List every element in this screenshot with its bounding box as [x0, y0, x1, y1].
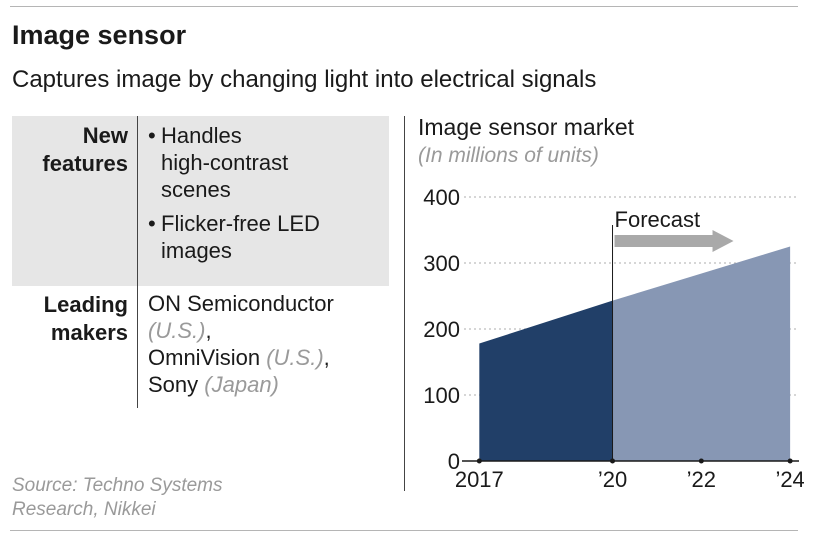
new-features-list: Handles high-contrast scenes Flicker-fre…: [148, 122, 393, 264]
page-subtitle: Captures image by changing light into el…: [12, 66, 597, 93]
table-divider: [137, 116, 138, 408]
forecast-label: Forecast: [615, 207, 701, 232]
forecast-area: [612, 246, 791, 461]
x-tick-label: 2017: [455, 467, 504, 492]
maker-entry: ON Semiconductor: [148, 291, 334, 316]
top-rule: [10, 6, 798, 7]
feature-item: Handles high-contrast scenes: [148, 122, 393, 203]
maker-entry: OmniVision (U.S.),: [148, 345, 330, 370]
x-tick-mark: [610, 458, 616, 464]
y-tick-label: 200: [423, 317, 460, 342]
actual-area: [479, 300, 613, 461]
bottom-rule: [10, 530, 798, 531]
x-tick-label: ’24: [775, 467, 804, 492]
maker-entry: Sony (Japan): [148, 372, 279, 397]
new-features-label: New features: [42, 123, 128, 176]
chart-units: (In millions of units): [418, 144, 599, 167]
source-note: Source: Techno Systems Research, Nikkei: [12, 475, 223, 520]
market-chart: 0 100 200 300 400 Forecast 2017 ’20 ’22 ’24: [423, 185, 804, 492]
page-title: Image sensor: [12, 20, 187, 50]
feature-item: Flicker-free LED images: [148, 210, 393, 264]
forecast-arrow: [614, 230, 734, 252]
x-tick-mark: [787, 458, 793, 464]
x-tick-label: ’20: [598, 467, 627, 492]
x-tick-mark: [698, 458, 704, 464]
leading-makers-list: ON Semiconductor (U.S.), OmniVision (U.S…: [148, 290, 393, 398]
panel-divider: [404, 116, 405, 491]
leading-makers-label: Leading makers: [43, 292, 128, 345]
y-tick-label: 0: [448, 449, 460, 474]
y-tick-label: 400: [423, 185, 460, 210]
x-tick-label: ’22: [687, 467, 716, 492]
maker-entry: (U.S.),: [148, 318, 212, 343]
y-tick-label: 300: [423, 251, 460, 276]
x-tick-mark: [476, 458, 482, 464]
y-tick-label: 100: [423, 383, 460, 408]
chart-title: Image sensor market: [418, 114, 635, 140]
